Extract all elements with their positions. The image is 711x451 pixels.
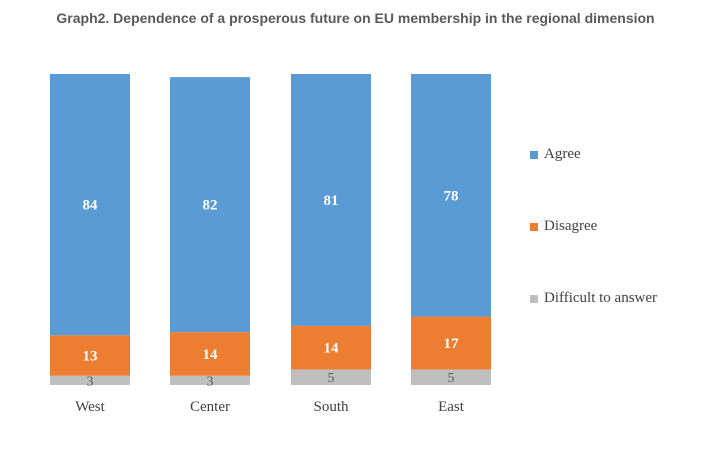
bar-disagree-east <box>411 316 491 370</box>
data-label-difficult-to-answer-south: 5 <box>328 371 335 386</box>
bar-difficult-to-answer-center <box>170 375 250 385</box>
x-tick-label-center: Center <box>190 399 230 415</box>
x-tick-label-south: South <box>313 399 349 415</box>
chart-title: Graph2. Dependence of a prosperous futur… <box>56 10 655 26</box>
bar-disagree-south <box>291 325 371 370</box>
data-label-difficult-to-answer-center: 3 <box>207 374 214 389</box>
bar-agree-center <box>170 77 250 333</box>
legend-label: Disagree <box>544 218 598 234</box>
data-label-disagree-south: 14 <box>324 341 340 357</box>
data-label-agree-west: 84 <box>83 198 99 214</box>
bar-agree-east <box>411 74 491 317</box>
bar-disagree-center <box>170 332 250 376</box>
data-label-disagree-center: 14 <box>203 347 219 363</box>
bar-agree-west <box>50 74 130 336</box>
legend-label: Difficult to answer <box>544 290 658 306</box>
legend-label: Agree <box>544 146 581 162</box>
x-tick-label-east: East <box>438 399 465 415</box>
x-tick-label-west: West <box>75 399 105 415</box>
data-label-agree-east: 78 <box>444 188 459 204</box>
legend-item-difficult-to-answer: Difficult to answer <box>530 290 657 307</box>
bar-difficult-to-answer-south <box>291 369 371 385</box>
data-label-difficult-to-answer-east: 5 <box>448 371 455 386</box>
legend-swatch <box>530 294 538 303</box>
data-label-agree-center: 82 <box>203 198 218 214</box>
bar-difficult-to-answer-east <box>411 369 491 385</box>
data-label-disagree-east: 17 <box>444 336 460 352</box>
data-label-agree-south: 81 <box>324 193 339 209</box>
legend-item-agree: Agree <box>530 146 581 163</box>
legend-swatch <box>530 222 538 231</box>
legend-item-disagree: Disagree <box>530 218 597 235</box>
bar-difficult-to-answer-west <box>50 375 130 385</box>
bar-agree-south <box>291 74 371 326</box>
legend-swatch <box>530 150 538 159</box>
data-label-difficult-to-answer-west: 3 <box>87 374 94 389</box>
data-label-disagree-west: 13 <box>83 348 98 364</box>
bar-disagree-west <box>50 335 130 376</box>
